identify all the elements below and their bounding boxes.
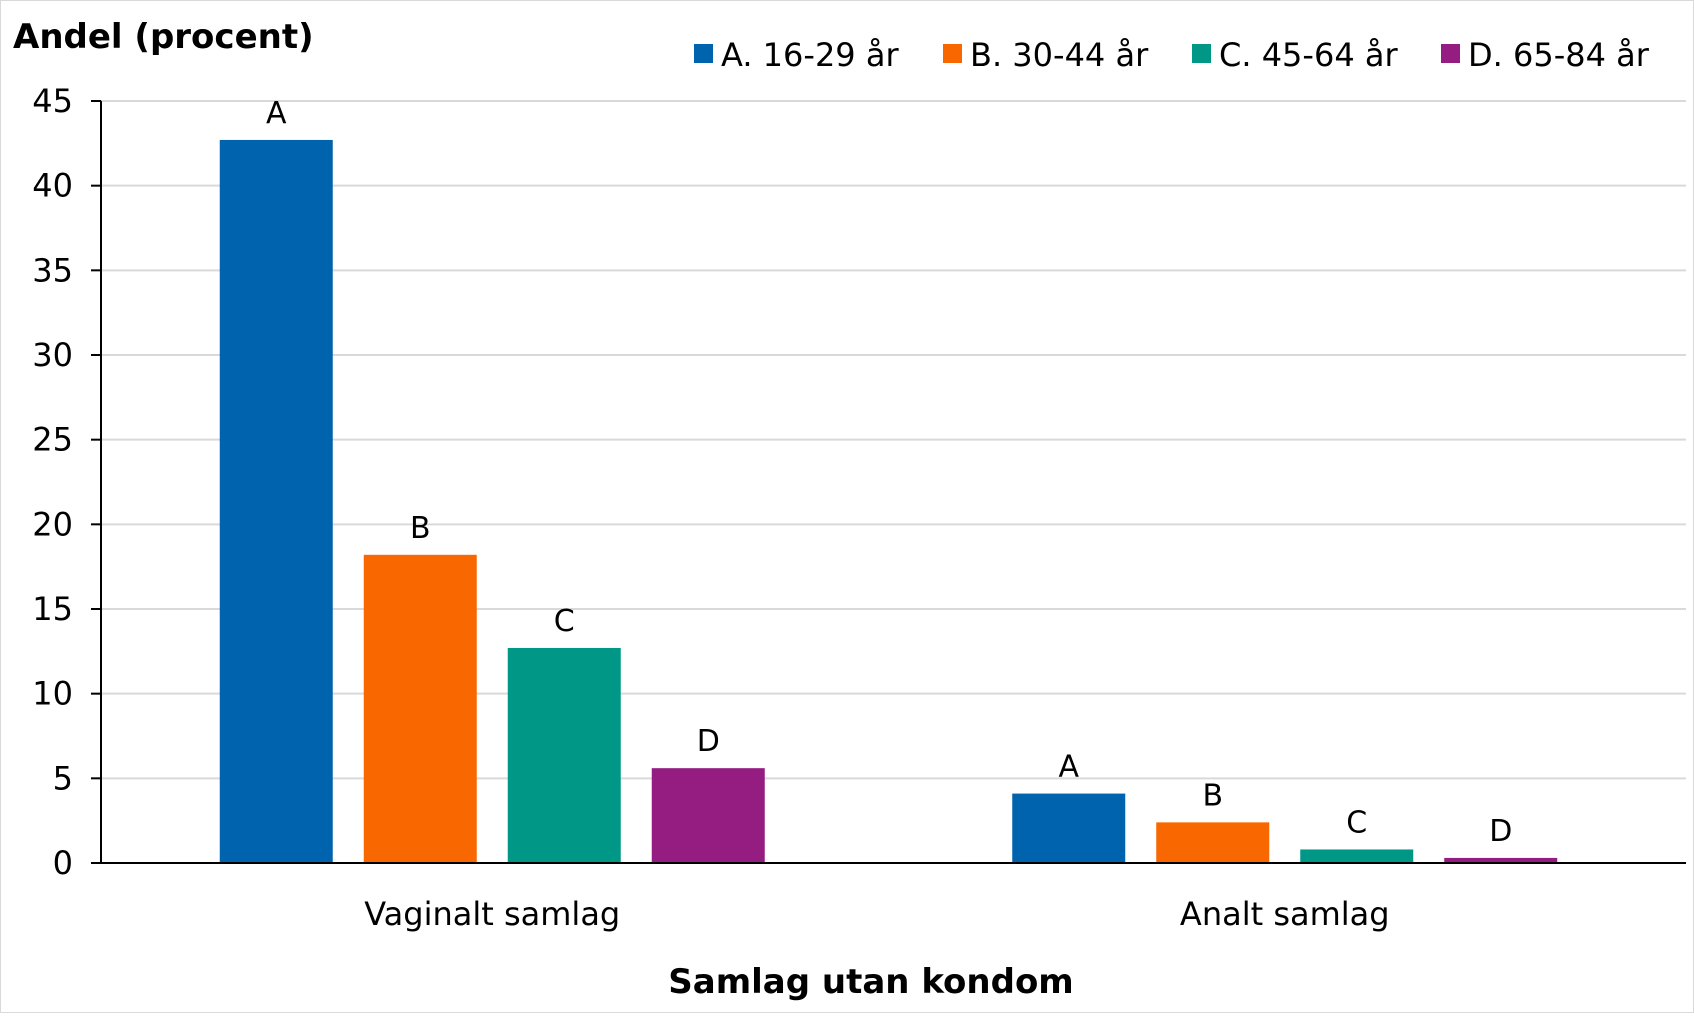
- bar-d-1: [651, 768, 765, 863]
- bars: [219, 139, 1558, 864]
- axes: [91, 100, 1686, 864]
- y-tick-label: 10: [32, 675, 73, 713]
- y-tick-label: 20: [32, 505, 73, 543]
- y-tick-label: 25: [32, 421, 73, 459]
- data-label: A: [266, 96, 287, 131]
- bar-a-2: [1012, 793, 1126, 863]
- data-label: D: [1489, 814, 1512, 849]
- legend-swatch: [694, 44, 713, 63]
- legend-label: C. 45-64 år: [1219, 36, 1398, 74]
- legend-label: D. 65-84 år: [1468, 36, 1650, 74]
- y-tick-labels: 0 5 10 15 20 25 30 35 40 45: [32, 82, 73, 882]
- y-tick-label: 15: [32, 590, 73, 628]
- data-label: C: [1346, 805, 1367, 840]
- legend-swatch: [943, 44, 962, 63]
- bar-c-1: [507, 647, 621, 863]
- legend-swatch: [1441, 44, 1460, 63]
- data-label: B: [410, 511, 431, 546]
- data-label: A: [1058, 750, 1079, 785]
- y-tick-label: 35: [32, 251, 73, 289]
- legend-swatch: [1192, 44, 1211, 63]
- y-tick-label: 5: [53, 759, 73, 797]
- bar-d-2: [1444, 857, 1558, 863]
- bar-c-2: [1300, 849, 1414, 863]
- gridlines: [101, 100, 1686, 780]
- bar-b-2: [1156, 822, 1270, 863]
- data-label: B: [1202, 778, 1223, 813]
- data-label: D: [697, 724, 720, 759]
- x-axis-label: Samlag utan kondom: [668, 962, 1073, 1002]
- legend: A. 16-29 år B. 30-44 år C. 45-64 år D. 65-8…: [694, 36, 1650, 74]
- x-category-label: Vaginalt samlag: [364, 895, 620, 933]
- bar-a-1: [219, 139, 333, 864]
- x-category-labels: Vaginalt samlag Analt samlag: [364, 895, 1389, 933]
- data-labels: A B C D A B C D: [266, 96, 1512, 849]
- y-axis-label: Andel (procent): [13, 17, 314, 57]
- data-label: C: [554, 604, 575, 639]
- bar-b-1: [363, 554, 477, 863]
- x-category-label: Analt samlag: [1180, 895, 1390, 933]
- legend-label: B. 30-44 år: [970, 36, 1149, 74]
- y-tick-label: 45: [32, 82, 73, 120]
- legend-label: A. 16-29 år: [721, 36, 899, 74]
- y-tick-label: 0: [53, 844, 73, 882]
- y-tick-label: 40: [32, 167, 73, 205]
- y-tick-label: 30: [32, 336, 73, 374]
